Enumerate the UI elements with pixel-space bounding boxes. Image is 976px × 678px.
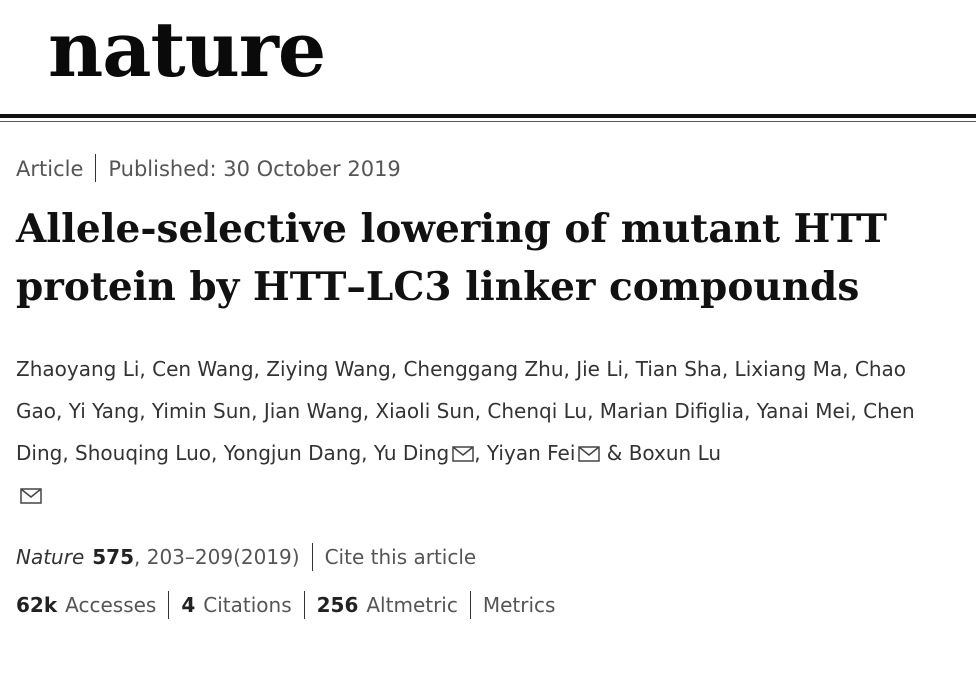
author-separator: & xyxy=(600,441,629,465)
author-separator: , xyxy=(474,441,487,465)
altmetric-label: Altmetric xyxy=(366,593,458,617)
article-title: Allele-selective lowering of mutant HTT … xyxy=(16,200,956,316)
author-list: Zhaoyang Li, Cen Wang, Ziying Wang, Chen… xyxy=(16,348,936,516)
metrics-bar: 62k Accesses 4 Citations 256 Altmetric Metrics xyxy=(16,590,555,623)
masthead-rule-thick xyxy=(0,114,976,118)
nature-logo[interactable]: nature xyxy=(48,5,326,94)
title-line-1: Allele-selective lowering of mutant HTT xyxy=(16,206,888,252)
citation-line: Nature 575, 203–209(2019) Cite this articl… xyxy=(16,542,476,575)
citations-count: 4 xyxy=(181,593,196,617)
page-range: , 203–209(2019) xyxy=(134,545,300,569)
metrics-link[interactable]: Metrics xyxy=(482,593,556,617)
article-type: Article xyxy=(16,157,84,181)
title-line-2: protein by HTT–LC3 linker compounds xyxy=(16,264,860,310)
author-yiyan-fei[interactable]: Yiyan Fei xyxy=(486,441,576,465)
accesses-label: Accesses xyxy=(65,593,157,617)
metrics-divider xyxy=(168,590,170,619)
metrics-divider xyxy=(303,590,305,619)
journal-name: Nature xyxy=(16,545,85,569)
publication-date: Published: 30 October 2019 xyxy=(108,157,401,181)
meta-divider xyxy=(95,154,97,182)
authors-text[interactable]: Zhaoyang Li, Cen Wang, Ziying Wang, Chen… xyxy=(16,357,915,465)
article-meta: Article Published: 30 October 2019 xyxy=(16,154,401,186)
citation-divider xyxy=(311,542,313,571)
author-boxun-lu[interactable]: Boxun Lu xyxy=(628,441,722,465)
author-yu-ding[interactable]: Yu Ding xyxy=(373,441,450,465)
metrics-divider xyxy=(469,590,471,619)
volume-number: 575 xyxy=(92,545,135,569)
citations-label: Citations xyxy=(203,593,292,617)
email-icon[interactable] xyxy=(20,476,42,504)
masthead: nature xyxy=(0,0,976,118)
accesses-count: 62k xyxy=(16,593,58,617)
email-icon[interactable] xyxy=(578,434,601,462)
altmetric-score: 256 xyxy=(316,593,359,617)
masthead-rule-thin xyxy=(0,121,976,122)
cite-this-article-link[interactable]: Cite this article xyxy=(324,545,477,569)
email-icon[interactable] xyxy=(452,434,474,462)
